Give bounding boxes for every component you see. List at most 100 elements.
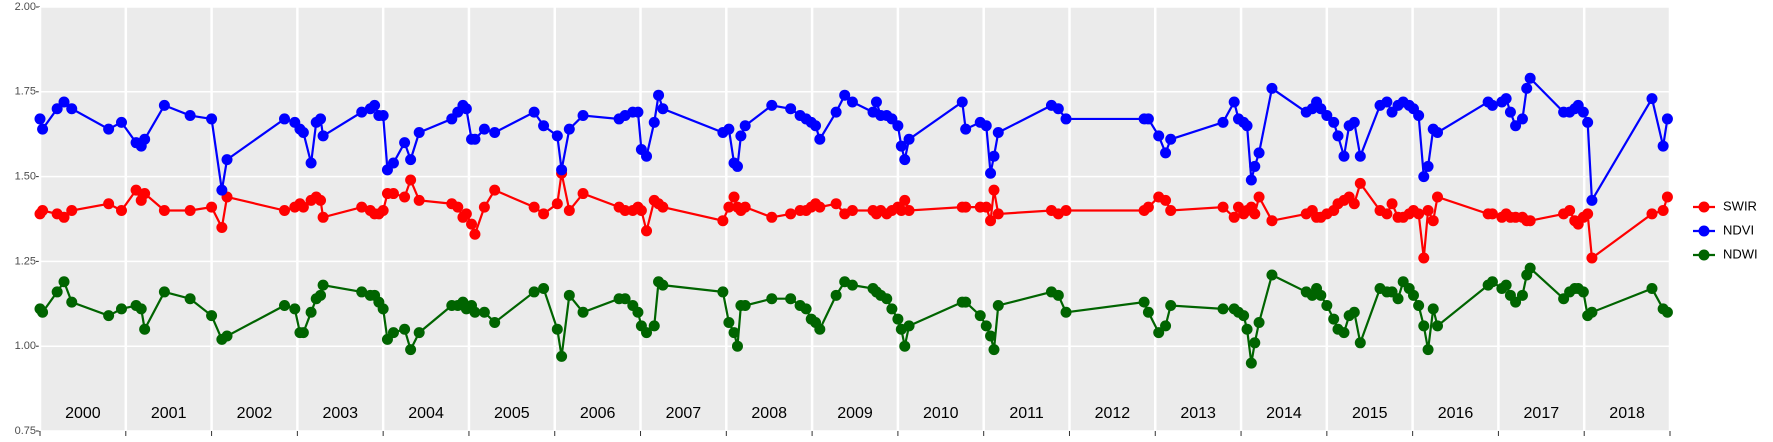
data-point xyxy=(1500,279,1512,291)
data-point xyxy=(279,299,290,311)
data-point xyxy=(297,127,309,139)
year-label: 2010 xyxy=(923,405,959,422)
data-point xyxy=(1245,357,1257,369)
data-point xyxy=(800,303,812,315)
data-point xyxy=(717,286,729,298)
data-point xyxy=(846,96,858,108)
data-point xyxy=(1354,177,1366,189)
data-point xyxy=(830,106,842,118)
year-label: 2000 xyxy=(65,405,101,422)
data-point xyxy=(356,106,368,118)
year-label: 2012 xyxy=(1095,405,1131,422)
data-point xyxy=(1315,289,1327,301)
data-point xyxy=(1564,205,1576,217)
data-point xyxy=(1354,150,1366,162)
year-label: 2003 xyxy=(322,405,358,422)
data-point xyxy=(632,306,644,318)
data-point xyxy=(1413,299,1425,311)
data-point xyxy=(892,120,904,132)
data-point xyxy=(1386,198,1398,210)
data-point xyxy=(58,211,70,223)
data-point xyxy=(1217,116,1229,128)
data-point xyxy=(51,286,63,298)
data-point xyxy=(1328,313,1340,325)
data-point xyxy=(1266,82,1278,94)
data-point xyxy=(731,340,743,352)
data-point xyxy=(1217,303,1229,315)
data-point xyxy=(985,167,997,179)
legend-marker xyxy=(1698,249,1710,261)
data-point xyxy=(538,283,550,295)
data-point xyxy=(1160,320,1172,332)
data-point xyxy=(387,327,399,339)
data-point xyxy=(846,205,858,217)
y-tick-label: 1.00 xyxy=(15,340,36,352)
data-point xyxy=(1348,198,1360,210)
data-point xyxy=(577,110,589,122)
data-point xyxy=(563,289,575,301)
data-point xyxy=(1577,286,1589,298)
data-point xyxy=(1160,147,1172,159)
data-point xyxy=(478,123,490,135)
data-point xyxy=(116,116,127,128)
data-point xyxy=(1142,113,1154,125)
data-point xyxy=(216,184,228,196)
year-label: 2013 xyxy=(1180,405,1216,422)
data-point xyxy=(1321,299,1333,311)
legend-label: SWIR xyxy=(1723,198,1757,213)
data-point xyxy=(1413,208,1425,220)
data-point xyxy=(489,184,501,196)
year-label: 2001 xyxy=(151,405,187,422)
data-point xyxy=(356,286,368,298)
data-point xyxy=(657,279,669,291)
data-point xyxy=(814,201,826,213)
data-point xyxy=(1586,194,1598,206)
data-point xyxy=(399,323,411,335)
data-point xyxy=(58,96,70,108)
year-label: 2007 xyxy=(666,405,702,422)
data-point xyxy=(103,310,115,322)
data-point xyxy=(739,120,751,132)
data-point xyxy=(956,96,968,108)
data-point xyxy=(1332,130,1344,142)
data-point xyxy=(1586,306,1598,318)
data-point xyxy=(184,110,196,122)
data-point xyxy=(886,303,898,315)
data-point xyxy=(988,344,1000,356)
data-point xyxy=(315,289,327,301)
data-point xyxy=(297,327,309,339)
data-point xyxy=(830,289,842,301)
data-point xyxy=(460,208,472,220)
data-point xyxy=(413,327,425,339)
data-point xyxy=(899,340,911,352)
data-point xyxy=(717,215,729,227)
year-label: 2002 xyxy=(237,405,273,422)
data-point xyxy=(139,323,151,335)
data-point xyxy=(1432,191,1444,203)
data-point xyxy=(1432,320,1444,332)
data-point xyxy=(903,133,915,145)
data-point xyxy=(731,160,743,172)
year-label: 2011 xyxy=(1009,405,1044,422)
data-point xyxy=(1321,110,1333,122)
data-point xyxy=(556,164,568,176)
year-label: 2017 xyxy=(1524,405,1560,422)
data-point xyxy=(974,310,986,322)
data-point xyxy=(619,293,631,305)
legend-label: NDVI xyxy=(1723,222,1754,237)
data-point xyxy=(814,133,826,145)
data-point xyxy=(377,205,389,217)
data-point xyxy=(1577,106,1589,118)
data-point xyxy=(1516,113,1528,125)
data-point xyxy=(1646,283,1658,295)
data-point xyxy=(399,191,411,203)
data-point xyxy=(1486,276,1498,288)
data-point xyxy=(489,127,501,139)
data-point xyxy=(1142,306,1154,318)
data-point xyxy=(206,201,218,213)
data-point xyxy=(1060,113,1072,125)
year-label: 2015 xyxy=(1352,405,1388,422)
data-point xyxy=(37,205,49,217)
data-point xyxy=(766,99,778,111)
